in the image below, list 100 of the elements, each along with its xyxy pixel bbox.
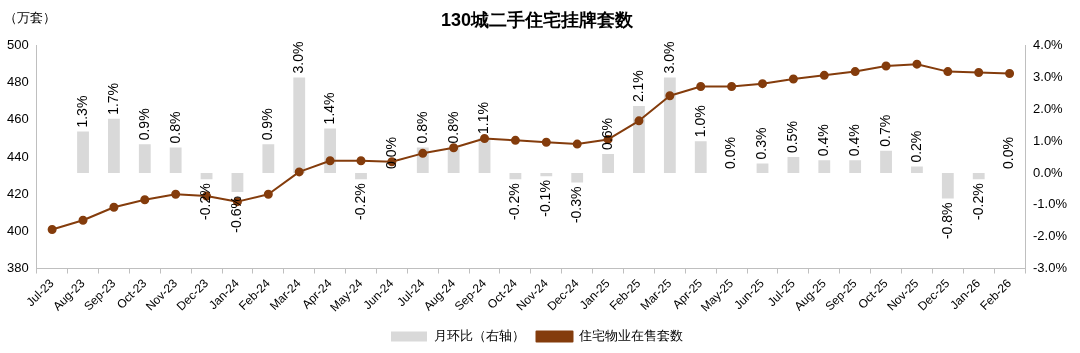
point: [943, 67, 953, 77]
y-axis-title: （万套）: [4, 10, 56, 26]
bar: [694, 141, 707, 173]
point: [665, 91, 675, 101]
point: [356, 156, 366, 166]
data-label: 3.0%: [660, 41, 677, 74]
data-label: 0.4%: [815, 124, 832, 157]
data-label: 1.0%: [691, 105, 708, 138]
point: [572, 139, 582, 149]
data-label: -0.2%: [351, 183, 368, 220]
bar: [756, 163, 769, 173]
point: [325, 156, 335, 166]
data-label: 1.4%: [320, 92, 337, 125]
y2-tick-label: -1.0%: [1033, 196, 1068, 212]
y-tick-label: 380: [6, 260, 29, 276]
data-label: 0.0%: [1000, 137, 1017, 169]
point: [480, 133, 490, 143]
bar: [911, 166, 923, 173]
point: [449, 143, 459, 153]
data-label: 0.2%: [907, 130, 924, 163]
bar: [880, 150, 892, 173]
point: [418, 148, 428, 158]
legend-label: 住宅物业在售套数: [578, 328, 683, 344]
bar: [849, 160, 862, 173]
bar: [138, 144, 151, 173]
chart-title: 130城二手住宅挂牌套数: [440, 9, 635, 30]
point: [109, 202, 119, 212]
y-tick-label: 500: [6, 37, 29, 53]
bar: [108, 118, 120, 173]
bar: [540, 172, 553, 177]
bar: [602, 153, 614, 173]
point: [263, 189, 273, 199]
data-label: 0.7%: [876, 114, 893, 147]
bar: [262, 144, 275, 173]
data-label: 3.0%: [290, 41, 307, 74]
point: [510, 135, 520, 145]
y-tick-label: 420: [6, 185, 29, 201]
data-label: 0.8%: [166, 111, 183, 144]
data-label: 0.8%: [444, 111, 461, 144]
point: [294, 167, 304, 177]
y2-tick-label: -3.0%: [1033, 260, 1068, 276]
point: [912, 59, 922, 69]
bar: [293, 77, 306, 173]
y2-tick-label: 4.0%: [1033, 37, 1064, 53]
bar: [818, 160, 831, 173]
bar: [787, 157, 800, 173]
point: [788, 74, 798, 84]
data-label: -0.2%: [506, 183, 523, 220]
legend-label: 月环比（右轴）: [433, 328, 525, 344]
y-tick-label: 460: [6, 111, 29, 127]
data-label: 0.0%: [722, 137, 739, 169]
point: [850, 67, 860, 77]
data-label: -0.8%: [938, 202, 955, 240]
bar: [972, 172, 985, 180]
point: [727, 81, 737, 91]
data-label: 0.9%: [259, 108, 276, 141]
point: [758, 79, 768, 89]
bar: [231, 172, 244, 193]
y-tick-label: 400: [6, 222, 29, 238]
data-label: 0.0%: [382, 137, 399, 169]
data-label: -0.3%: [568, 186, 585, 224]
bar: [571, 172, 584, 183]
point: [819, 70, 829, 80]
point: [696, 81, 706, 91]
point: [634, 116, 644, 126]
y2-tick-label: -2.0%: [1033, 228, 1068, 244]
data-label: -0.2%: [197, 183, 214, 220]
point: [78, 215, 88, 225]
data-label: 0.8%: [413, 111, 430, 144]
bar: [355, 172, 367, 180]
point: [974, 68, 984, 78]
y2-tick-label: 2.0%: [1033, 100, 1064, 116]
bar: [941, 172, 954, 199]
y2-tick-label: 0.0%: [1033, 164, 1064, 180]
data-label: 1.1%: [475, 102, 492, 134]
data-label: -0.6%: [228, 196, 245, 233]
data-label: 1.3%: [73, 95, 90, 128]
bar: [169, 147, 182, 173]
y-tick-label: 440: [6, 148, 29, 164]
point: [140, 195, 150, 205]
y2-tick-label: 1.0%: [1033, 132, 1064, 148]
data-label: -0.2%: [969, 183, 986, 220]
point: [881, 61, 891, 71]
point: [1005, 68, 1015, 78]
data-label: 1.7%: [104, 82, 121, 115]
data-label: 2.1%: [629, 70, 646, 103]
bar: [77, 131, 89, 173]
bar: [633, 106, 645, 173]
y2-tick-label: 3.0%: [1033, 69, 1064, 85]
point: [171, 189, 181, 199]
data-label: 0.6%: [598, 117, 615, 150]
data-label: 0.5%: [784, 121, 801, 154]
point: [541, 137, 551, 147]
data-label: 0.4%: [846, 124, 863, 157]
data-label: -0.1%: [537, 180, 554, 217]
bar: [663, 77, 676, 173]
data-label: 0.3%: [753, 127, 770, 160]
point: [47, 225, 57, 235]
y-tick-label: 480: [6, 74, 29, 90]
data-label: 0.9%: [135, 108, 152, 141]
